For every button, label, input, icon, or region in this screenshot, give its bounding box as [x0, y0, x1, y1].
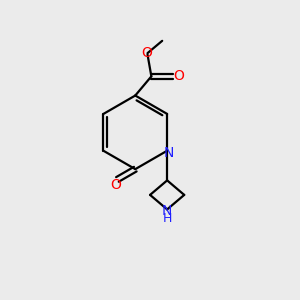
Text: N: N	[162, 204, 172, 218]
Text: O: O	[142, 46, 152, 60]
Text: O: O	[110, 178, 122, 192]
Text: H: H	[163, 212, 172, 225]
Text: O: O	[173, 69, 184, 83]
Text: N: N	[164, 146, 174, 160]
